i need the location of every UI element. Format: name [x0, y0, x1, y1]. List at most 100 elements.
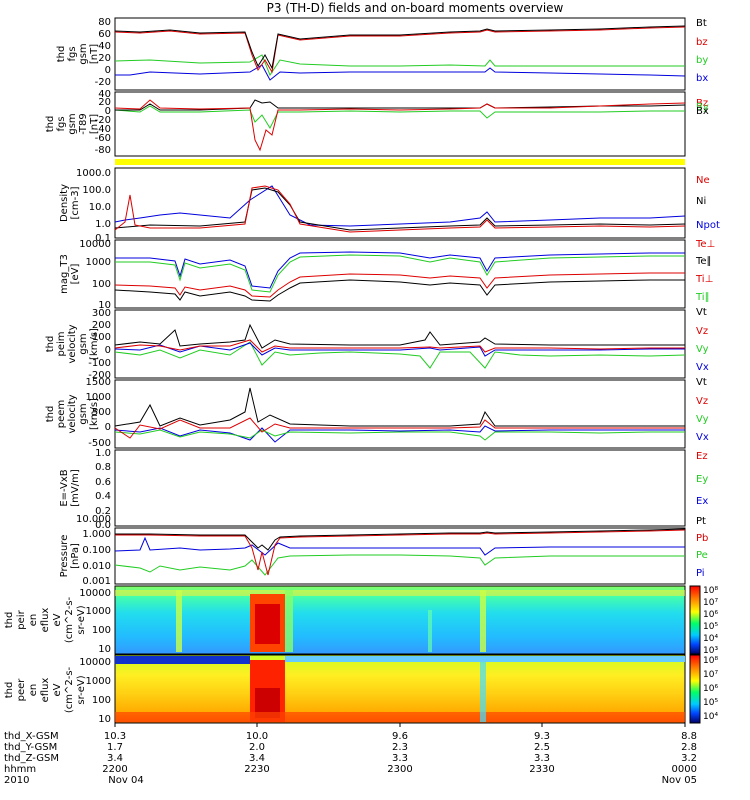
ytick-label: 0.1: [95, 233, 111, 244]
ytick-label: 20: [98, 53, 111, 64]
xaxis-value: 2200: [102, 764, 127, 775]
xaxis-column: 10.3 1.7 3.4 2200 Nov 04: [102, 731, 143, 786]
legend-entry: Ne: [696, 175, 710, 186]
legend: Bt bz by bx: [696, 18, 708, 84]
legend-entry: Vy: [696, 414, 709, 425]
ylabel-line: [nT]: [89, 44, 100, 64]
legend: Te⊥ Te∥ Ti⊥ Ti∥: [695, 239, 715, 303]
panel-pressure: 10.000 1.000 0.100 0.010 0.001 Pressure …: [59, 514, 708, 587]
ytick-labels: 1500 1000 500 0 -500: [86, 377, 111, 449]
ytick-labels: 10000 1000 100 10: [79, 657, 111, 725]
colorbar: [689, 585, 701, 655]
colorbar-label: 10⁵: [703, 622, 718, 632]
legend-entry: bz: [696, 37, 708, 48]
series-pt: [115, 528, 686, 551]
legend-entry: Ey: [696, 474, 708, 485]
ytick-label: 0: [105, 422, 111, 433]
yaxis-label: Density [cm-3]: [59, 184, 81, 222]
ytick-label: 40: [98, 89, 111, 100]
ylabel-line: [km/s]: [89, 328, 100, 360]
spectrogram-hot-core: [255, 604, 280, 644]
ylabel-line: gsm: [78, 333, 89, 354]
panel-efield: 1.0 0.8 0.6 0.4 0.2 0.0 E=-VxB [mV/m] Ez…: [59, 448, 708, 531]
ytick-labels: 40 20 0 -20 -40 -60 -80: [95, 89, 111, 156]
row-label: thd_Z-GSM: [4, 753, 59, 764]
xaxis-ticks: [114, 723, 686, 727]
ylabel-line: thd: [56, 46, 67, 63]
xaxis-value: 2230: [244, 764, 269, 775]
xaxis-value: 2.5: [534, 742, 550, 753]
legend-entry: Bz: [696, 98, 708, 109]
ytick-label: 0.100: [82, 545, 111, 556]
spectrogram-image: [114, 585, 686, 655]
chart-title: P3 (TH-D) fields and on-board moments ov…: [267, 1, 564, 15]
ytick-label: 200: [92, 320, 111, 331]
colorbar-label: 10⁸: [703, 586, 718, 596]
ytick-labels: 10000 1000 100 10: [79, 588, 111, 655]
spectrogram-band: [115, 656, 250, 664]
spectrogram-streak: [176, 590, 182, 652]
ylabel-line: fgs: [67, 46, 78, 61]
ytick-label: 0.0: [95, 520, 111, 531]
legend-entry: By: [696, 102, 709, 113]
series-ti-par: [115, 254, 685, 293]
legend-entry: Pi: [696, 568, 705, 579]
ylabel-line: eV: [52, 683, 63, 696]
xaxis-column: 9.3 2.5 3.3 2330: [529, 731, 554, 775]
colorbar-label: 10⁷: [703, 670, 718, 680]
yaxis-label: thd fgs gsm -T89 [nT]: [45, 113, 100, 135]
xaxis-value: 2.8: [681, 742, 697, 753]
xaxis-column: 8.8 2.8 3.2 0000 Nov 05: [662, 731, 697, 786]
ytick-label: 0.4: [95, 491, 111, 502]
spectrogram-image: [114, 654, 686, 724]
ylabel-line: sr-eV): [76, 605, 87, 634]
xaxis-value: 3.4: [249, 753, 265, 764]
ytick-labels: 1000.0 100.0 10.0 1.0 0.1: [76, 168, 111, 244]
xaxis-value: 2.3: [392, 742, 408, 753]
series-bt: [114, 25, 686, 70]
ytick-label: 80: [98, 17, 111, 28]
ytick-label: 10000: [79, 588, 111, 599]
ylabel-line: E=-VxB: [59, 469, 70, 506]
xaxis-value: 8.8: [681, 731, 697, 742]
series-te-par: [114, 279, 685, 302]
yaxis-label: thd peem velocity gsm [km/s]: [45, 394, 100, 433]
ytick-label: 0.8: [95, 462, 111, 473]
ytick-label: 10000: [79, 239, 111, 250]
ytick-label: 0.010: [82, 561, 111, 572]
xaxis-value: 2.0: [249, 742, 265, 753]
ytick-label: -200: [88, 370, 111, 381]
row-label: hhmm: [4, 764, 36, 775]
ytick-label: 0: [105, 65, 111, 76]
ytick-label: 10.0: [89, 202, 111, 213]
colorbar-label: 10⁵: [703, 698, 718, 708]
legend-entry: Te⊥: [695, 239, 715, 250]
xaxis-column: 9.6 2.3 3.3 2300: [387, 731, 412, 775]
series-bz: [114, 26, 686, 74]
legend: Ne Ni Npot: [696, 175, 720, 231]
ytick-labels: 10.000 1.000 0.100 0.010 0.001: [76, 514, 111, 587]
legend: Vt Vz Vy Vx: [696, 377, 709, 443]
series-te-perp: [114, 272, 685, 298]
yaxis-label: Pressure [nPa]: [59, 535, 81, 578]
legend-entry: Pb: [696, 533, 708, 544]
legend-entry: Ex: [696, 496, 708, 507]
ytick-label: 1500: [86, 377, 111, 388]
ylabel-line: mag_T3: [59, 254, 70, 294]
series-bx: [115, 64, 686, 81]
ylabel-line: velocity: [67, 394, 78, 433]
legend: Vt Vz Vy Vx: [696, 307, 709, 373]
xaxis-value: 3.3: [392, 753, 408, 764]
series-npot: [114, 185, 686, 227]
colorbar-label: 10⁶: [703, 610, 718, 620]
series-pi: [114, 536, 685, 556]
ytick-label: -100: [88, 358, 111, 369]
ytick-label: 100: [92, 332, 111, 343]
spectrogram-edge: [285, 590, 293, 652]
ylabel-line: Density: [59, 184, 70, 222]
legend-entry: Ni: [696, 196, 706, 207]
ylabel-line: thd: [4, 612, 15, 629]
ytick-label: 1000: [86, 392, 111, 403]
ylabel-line: [cm-3]: [70, 186, 81, 219]
colorbar-label: 10⁸: [703, 656, 718, 666]
